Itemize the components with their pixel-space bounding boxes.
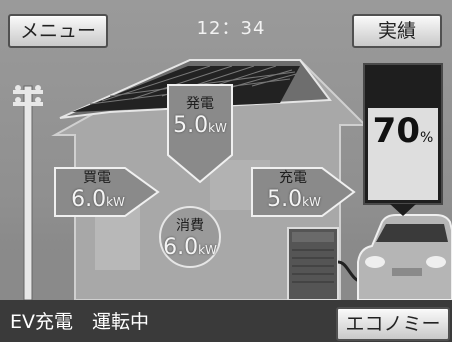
generation-arrow (167, 84, 233, 184)
clock-time: 12：34 (196, 18, 266, 39)
generation-label: 発電 (186, 96, 214, 112)
economy-button[interactable]: エコノミー (336, 307, 450, 341)
results-button[interactable]: 実績 (352, 14, 442, 48)
charging-label: 充電 (279, 170, 307, 186)
consumption-value-number: 6.0 (163, 235, 199, 260)
consumption-value: 6.0kW (150, 236, 230, 262)
status-text: EV充電 運転中 (10, 311, 150, 333)
purchase-value-number: 6.0 (71, 187, 107, 212)
menu-button[interactable]: メニュー (8, 14, 108, 48)
purchase-arrow (54, 167, 160, 217)
battery-percent: 70% (368, 112, 438, 157)
battery-gauge (363, 63, 443, 216)
purchase-label: 買電 (83, 170, 111, 186)
purchase-unit: kW (106, 195, 125, 209)
charging-arrow (251, 167, 356, 217)
consumption-unit: kW (198, 243, 217, 257)
battery-percent-unit: % (420, 130, 434, 146)
generation-value-number: 5.0 (173, 113, 209, 138)
consumption-circle (159, 206, 221, 268)
charging-value-number: 5.0 (267, 187, 303, 212)
purchase-value: 6.0kW (58, 188, 138, 214)
ev-car-icon (357, 214, 452, 301)
charging-value: 5.0kW (254, 188, 334, 214)
battery-percent-number: 70 (372, 111, 420, 151)
generation-value: 5.0kW (160, 114, 240, 140)
consumption-label: 消費 (176, 218, 204, 234)
charging-unit: kW (302, 195, 321, 209)
generation-unit: kW (208, 121, 227, 135)
